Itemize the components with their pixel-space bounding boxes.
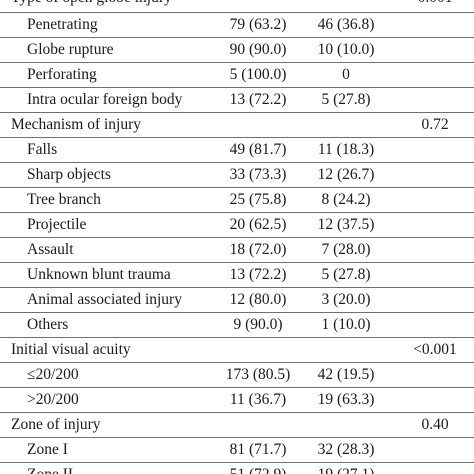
count-col2: 11 (18.3) [317, 141, 375, 158]
row-divider [0, 337, 474, 338]
table-row: Zone I 81 (71.7) 32 (28.3) [0, 438, 474, 462]
count-col2: 0 [342, 66, 350, 83]
count-col1: 18 (72.0) [229, 241, 287, 258]
count-col1: 12 (80.0) [229, 291, 287, 308]
count-col2: 5 (27.8) [321, 91, 371, 108]
section-header-row: Zone of injury 0.40 [0, 413, 474, 437]
row-divider [0, 237, 474, 238]
table-row: Projectile 20 (62.5) 12 (37.5) [0, 213, 474, 237]
count-col1: 79 (63.2) [229, 16, 287, 33]
row-label: Intra ocular foreign body [27, 91, 183, 108]
row-divider [0, 462, 474, 463]
table-row: Animal associated injury 12 (80.0) 3 (20… [0, 288, 474, 312]
row-label: Animal associated injury [27, 291, 182, 308]
count-col2: 1 (10.0) [321, 316, 371, 333]
row-label: Others [27, 316, 69, 333]
count-col1: 81 (71.7) [229, 441, 287, 458]
count-col1: 90 (90.0) [229, 41, 287, 58]
table-row: Perforating 5 (100.0) 0 [0, 63, 474, 87]
table-row: Penetrating 79 (63.2) 46 (36.8) [0, 13, 474, 37]
row-divider [0, 287, 474, 288]
row-divider [0, 137, 474, 138]
table-row: Falls 49 (81.7) 11 (18.3) [0, 138, 474, 162]
count-col2: 10 (10.0) [317, 41, 375, 58]
count-col1: 11 (36.7) [229, 391, 287, 408]
row-label: >20/200 [27, 391, 79, 408]
section-title: Type of open globe injury [11, 0, 172, 10]
row-divider [0, 387, 474, 388]
row-divider [0, 312, 474, 313]
count-col2: 42 (19.5) [317, 366, 375, 383]
count-col2: 5 (27.8) [321, 266, 371, 283]
count-col1: 25 (75.8) [229, 191, 287, 208]
count-col2: 12 (37.5) [317, 216, 375, 233]
row-divider [0, 412, 474, 413]
count-col2: 19 (63.3) [317, 391, 375, 408]
count-col2: 8 (24.2) [321, 191, 371, 208]
section-title: Zone of injury [11, 416, 101, 433]
p-value: 0.001 [396, 0, 474, 10]
table-row: Tree branch 25 (75.8) 8 (24.2) [0, 188, 474, 212]
count-col2: 32 (28.3) [317, 441, 375, 458]
table-row: Zone II 51 (72.9) 19 (27.1) [0, 463, 474, 474]
count-col1: 173 (80.5) [225, 366, 291, 383]
row-divider [0, 262, 474, 263]
row-label: Perforating [27, 66, 97, 83]
row-label: Assault [27, 241, 74, 258]
table-row: ≤20/200 173 (80.5) 42 (19.5) [0, 363, 474, 387]
row-divider [0, 112, 474, 113]
count-col2: 12 (26.7) [317, 166, 375, 183]
row-divider [0, 212, 474, 213]
count-col2: 3 (20.0) [321, 291, 371, 308]
row-divider [0, 87, 474, 88]
row-label: ≤20/200 [27, 366, 79, 383]
section-header-row: Initial visual acuity <0.001 [0, 338, 474, 362]
row-label: Sharp objects [27, 166, 111, 183]
p-value: 0.40 [421, 416, 449, 433]
table-row: >20/200 11 (36.7) 19 (63.3) [0, 388, 474, 412]
count-col1: 51 (72.9) [218, 463, 298, 474]
row-divider [0, 362, 474, 363]
count-col2: 46 (36.8) [317, 16, 375, 33]
count-col1: 13 (72.2) [229, 266, 287, 283]
count-col2: 19 (27.1) [306, 463, 386, 474]
row-label: Tree branch [27, 191, 101, 208]
count-col1: 20 (62.5) [229, 216, 287, 233]
row-divider [0, 12, 474, 13]
table-row: Sharp objects 33 (73.3) 12 (26.7) [0, 163, 474, 187]
row-label: Globe rupture [27, 41, 114, 58]
p-value: 0.72 [421, 116, 449, 133]
count-col1: 13 (72.2) [229, 91, 287, 108]
section-header-row: Type of open globe injury 0.001 [0, 0, 474, 10]
count-col1: 49 (81.7) [229, 141, 287, 158]
table-row: Assault 18 (72.0) 7 (28.0) [0, 238, 474, 262]
row-divider [0, 162, 474, 163]
section-title: Initial visual acuity [11, 341, 131, 358]
row-label: Unknown blunt trauma [27, 266, 171, 283]
row-divider [0, 37, 474, 38]
section-header-row: Mechanism of injury 0.72 [0, 113, 474, 137]
row-divider [0, 187, 474, 188]
p-value: <0.001 [413, 341, 457, 358]
row-label: Zone II [27, 463, 73, 474]
count-col2: 7 (28.0) [321, 241, 371, 258]
row-label: Zone I [27, 441, 68, 458]
count-col1: 5 (100.0) [229, 66, 287, 83]
table-row: Intra ocular foreign body 13 (72.2) 5 (2… [0, 88, 474, 112]
row-divider [0, 62, 474, 63]
table-row: Others 9 (90.0) 1 (10.0) [0, 313, 474, 337]
table-row: Globe rupture 90 (90.0) 10 (10.0) [0, 38, 474, 62]
count-col1: 33 (73.3) [229, 166, 287, 183]
count-col1: 9 (90.0) [233, 316, 283, 333]
row-label: Penetrating [27, 16, 98, 33]
row-label: Projectile [27, 216, 87, 233]
section-title: Mechanism of injury [11, 116, 142, 133]
row-label: Falls [27, 141, 58, 158]
row-divider [0, 437, 474, 438]
table-row: Unknown blunt trauma 13 (72.2) 5 (27.8) [0, 263, 474, 287]
